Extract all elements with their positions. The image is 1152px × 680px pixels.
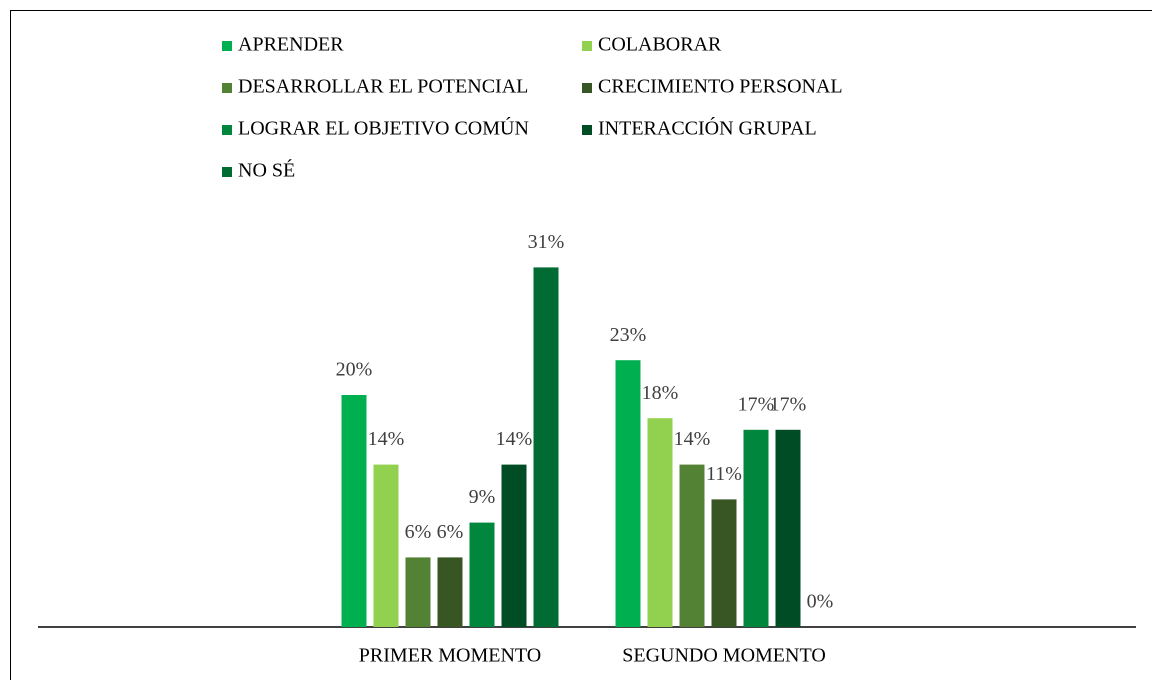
bar [373, 464, 399, 627]
bar [743, 429, 769, 627]
bar [533, 267, 559, 627]
value-label: 17% [770, 393, 807, 415]
legend-label: NO SÉ [238, 159, 295, 182]
legend-label: INTERACCIÓN GRUPAL [598, 116, 817, 140]
x-tick-label: PRIMER MOMENTO [359, 645, 541, 667]
legend-swatch [582, 125, 592, 135]
legend-label: LOGRAR EL OBJETIVO COMÚN [238, 116, 529, 140]
value-label: 17% [738, 393, 775, 415]
value-label: 14% [674, 428, 711, 450]
legend-label: DESARROLLAR EL POTENCIAL [238, 76, 528, 98]
legend-swatch [582, 83, 592, 93]
bar [341, 395, 367, 627]
legend-swatch [222, 167, 232, 177]
value-label: 11% [706, 463, 742, 485]
value-label: 6% [437, 521, 464, 543]
value-label: 9% [469, 486, 496, 508]
value-label: 0% [807, 591, 834, 613]
bar [647, 418, 673, 627]
legend-swatch [582, 41, 592, 51]
legend-label: CRECIMIENTO PERSONAL [598, 76, 843, 98]
bar [615, 360, 641, 627]
x-tick-label: SEGUNDO MOMENTO [622, 645, 826, 667]
bar [437, 557, 463, 627]
bar [711, 499, 737, 627]
bar [469, 522, 495, 627]
bar [679, 464, 705, 627]
value-label: 31% [528, 231, 565, 253]
bar [775, 429, 801, 627]
value-label: 20% [336, 359, 373, 381]
frame [10, 10, 1152, 680]
bar [501, 464, 527, 627]
value-label: 6% [405, 521, 432, 543]
legend-swatch [222, 41, 232, 51]
bar [405, 557, 431, 627]
value-label: 18% [642, 382, 679, 404]
legend-label: APRENDER [238, 34, 344, 56]
legend-swatch [222, 125, 232, 135]
legend-swatch [222, 83, 232, 93]
legend-label: COLABORAR [598, 34, 722, 56]
value-label: 14% [368, 428, 405, 450]
value-label: 14% [496, 428, 533, 450]
value-label: 23% [610, 324, 647, 346]
